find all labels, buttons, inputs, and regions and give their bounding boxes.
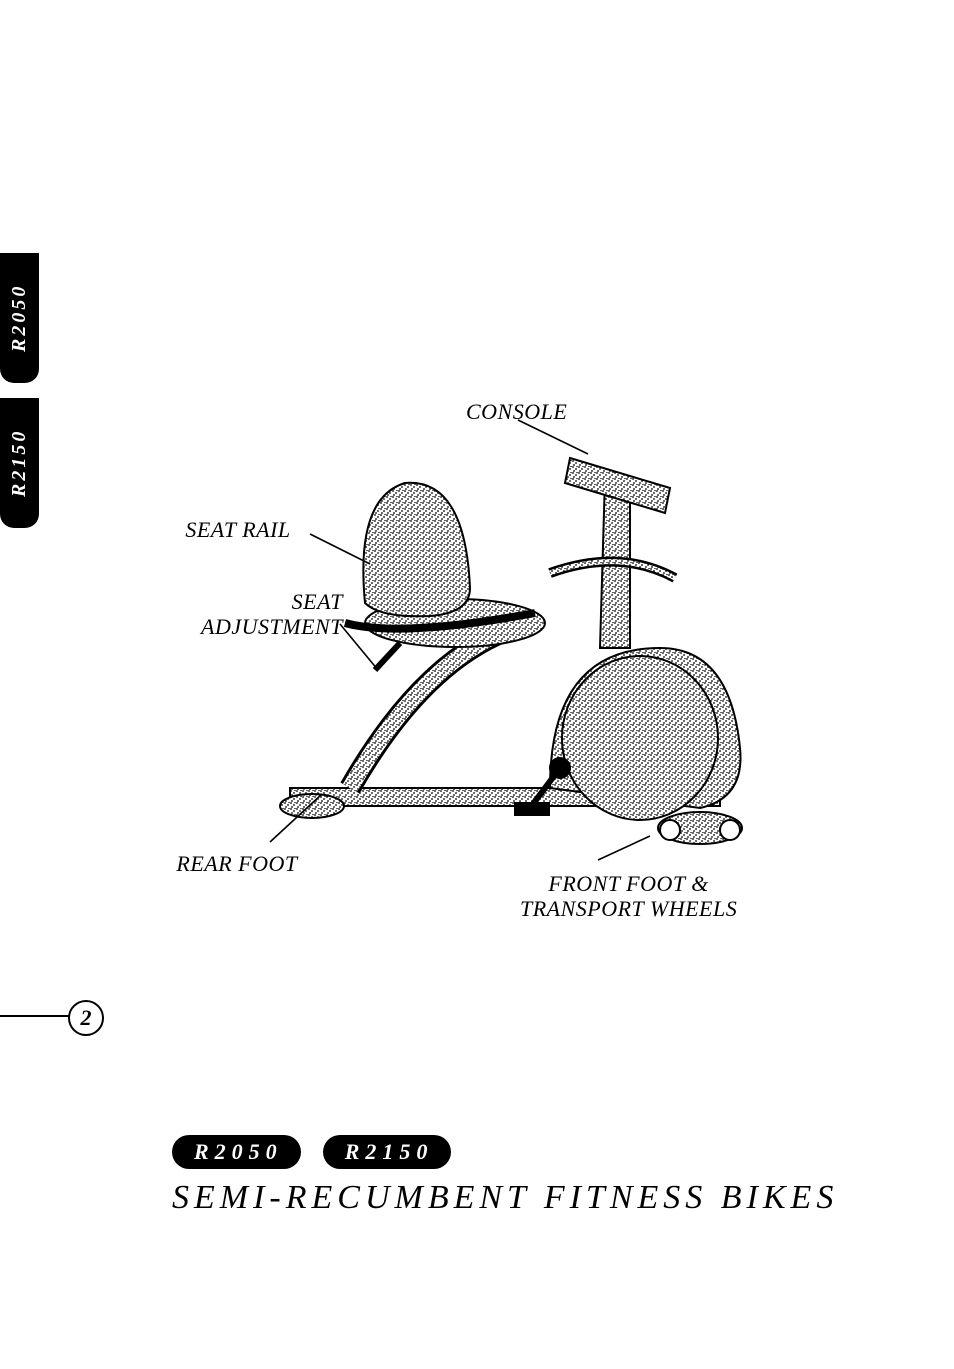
badge-r2050: R2050	[172, 1135, 301, 1169]
badge-r2150: R2150	[323, 1135, 452, 1169]
label-seat-adjustment: SEAT ADJUSTMENT	[201, 589, 343, 640]
document-title: SEMI-RECUMBENT FITNESS BIKES	[172, 1179, 838, 1217]
label-seat-rail: SEAT RAIL	[185, 517, 290, 542]
label-front-foot: FRONT FOOT & TRANSPORT WHEELS	[520, 871, 737, 922]
label-console: CONSOLE	[466, 399, 567, 424]
page-number: 2	[0, 1000, 108, 1036]
label-rear-foot: REAR FOOT	[176, 851, 297, 876]
footer: R2050 R2150 SEMI-RECUMBENT FITNESS BIKES	[172, 1135, 838, 1217]
page-number-value: 2	[68, 1000, 104, 1036]
leader-lines	[0, 0, 954, 1000]
